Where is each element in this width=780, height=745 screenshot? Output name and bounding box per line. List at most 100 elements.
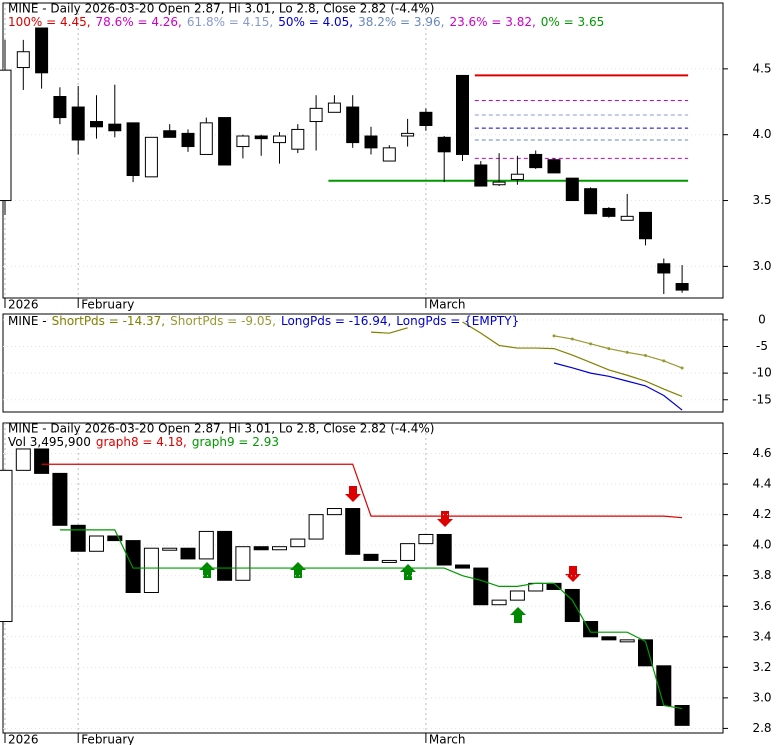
close-box <box>455 564 470 569</box>
candle-body <box>620 215 634 221</box>
x-tick-label: 2026 <box>8 733 39 745</box>
candle-body <box>639 211 652 240</box>
candle-body <box>547 159 561 174</box>
fib-label: 100% = 4.45, <box>8 15 91 29</box>
y-tick-label: 4.4 <box>752 477 771 491</box>
y-tick-label: -15 <box>752 392 772 406</box>
legend-entry: ShortPds = -14.37, <box>52 314 166 328</box>
series-dot <box>607 347 611 351</box>
legend-entry: LongPds = -16.94, <box>281 314 391 328</box>
legend-entry: graph9 = 2.93 <box>192 435 279 449</box>
y-tick-label: 3.8 <box>752 568 771 582</box>
y-tick-label: 3.0 <box>752 690 771 704</box>
close-box <box>89 535 104 552</box>
candle-body <box>181 132 195 148</box>
sell-arrow <box>345 486 361 502</box>
candle-body <box>474 164 488 187</box>
candle-body <box>108 123 122 132</box>
candle-body <box>437 136 451 153</box>
series-dot <box>680 366 684 370</box>
close-box <box>52 472 68 526</box>
close-box <box>638 639 653 667</box>
series-line <box>41 463 683 519</box>
y-tick-label: 4.2 <box>752 507 771 521</box>
close-box <box>601 636 617 641</box>
close-box <box>70 524 86 552</box>
series-dot <box>662 359 666 363</box>
close-box <box>290 538 306 548</box>
close-box <box>308 514 324 540</box>
y-tick-label: 3.5 <box>752 193 771 207</box>
close-box <box>674 705 690 726</box>
buy-arrow <box>199 562 215 578</box>
fib-label: 0% = 3.65 <box>541 15 604 29</box>
candle-body <box>309 107 323 123</box>
close-box <box>34 448 50 474</box>
sell-arrow <box>437 511 453 527</box>
sell-arrow <box>565 566 581 582</box>
close-box <box>619 639 635 643</box>
close-box <box>180 547 196 560</box>
y-tick-label: 3.4 <box>752 629 771 643</box>
close-box <box>235 546 251 581</box>
close-box <box>198 530 214 560</box>
close-box <box>418 533 434 545</box>
indicator-panel <box>2 313 724 413</box>
candle-body <box>602 207 616 217</box>
candle-body <box>273 135 286 144</box>
price-panel <box>2 2 724 299</box>
fib-label: 50% = 4.05, <box>278 15 353 29</box>
close-box <box>345 508 361 555</box>
candle-body <box>346 106 360 144</box>
close-box <box>0 469 13 623</box>
series-dot <box>570 337 574 341</box>
candle-body <box>163 130 177 138</box>
chart-title: MINE - Daily 2026-03-20 Open 2.87, Hi 3.… <box>8 2 434 16</box>
candle-body <box>657 263 671 274</box>
legend: Vol 3,495,900 graph8 = 4.18, graph9 = 2.93 <box>8 435 279 449</box>
candle-body <box>584 188 598 215</box>
series-line <box>59 529 683 710</box>
close-box <box>564 588 580 623</box>
candle-body <box>382 147 396 162</box>
close-box <box>381 559 397 563</box>
x-tick-label: 2026 <box>8 298 39 312</box>
volume-label: Vol 3,495,900 <box>8 435 91 449</box>
candle-body <box>71 106 85 141</box>
x-tick-label: February <box>81 733 134 745</box>
legend: MINE - ShortPds = -14.37, ShortPds = -9.05… <box>8 314 519 328</box>
fib-label: 38.2% = 3.96, <box>358 15 444 29</box>
legend: 100% = 4.45, 78.6% = 4.26, 61.8% = 4.15, 50… <box>8 15 604 29</box>
close-box <box>400 543 416 561</box>
close-box <box>436 533 452 566</box>
candle-body <box>510 173 524 180</box>
close-box <box>107 535 123 542</box>
candle-body <box>401 132 415 137</box>
y-tick-label: 0 <box>758 312 766 326</box>
candle-body <box>199 122 213 155</box>
fib-label: 23.6% = 3.82, <box>449 15 535 29</box>
close-box <box>326 508 342 516</box>
candle-body <box>144 136 158 178</box>
candle-body <box>456 74 469 155</box>
candle-body <box>16 51 30 69</box>
y-tick-label: 3.6 <box>752 599 771 613</box>
candle-body <box>53 96 67 119</box>
series-dot <box>644 354 647 358</box>
close-box <box>473 567 489 606</box>
signal-panel <box>2 422 724 734</box>
close-box <box>272 546 287 551</box>
close-box <box>491 599 507 606</box>
candle-body <box>0 69 12 202</box>
series-dot <box>589 342 593 346</box>
fib-label: 78.6% = 4.26, <box>96 15 182 29</box>
chart-title: MINE - Daily 2026-03-20 Open 2.87, Hi 3.… <box>8 422 434 436</box>
series-line <box>370 321 683 397</box>
buy-arrow <box>290 562 306 578</box>
y-tick-label: 4.6 <box>752 446 771 460</box>
y-tick-label: -10 <box>752 366 772 380</box>
x-tick-label: March <box>429 733 466 745</box>
y-tick-label: 2.8 <box>752 721 771 735</box>
legend-entry: graph8 = 4.18, <box>96 435 187 449</box>
close-box <box>509 590 525 601</box>
